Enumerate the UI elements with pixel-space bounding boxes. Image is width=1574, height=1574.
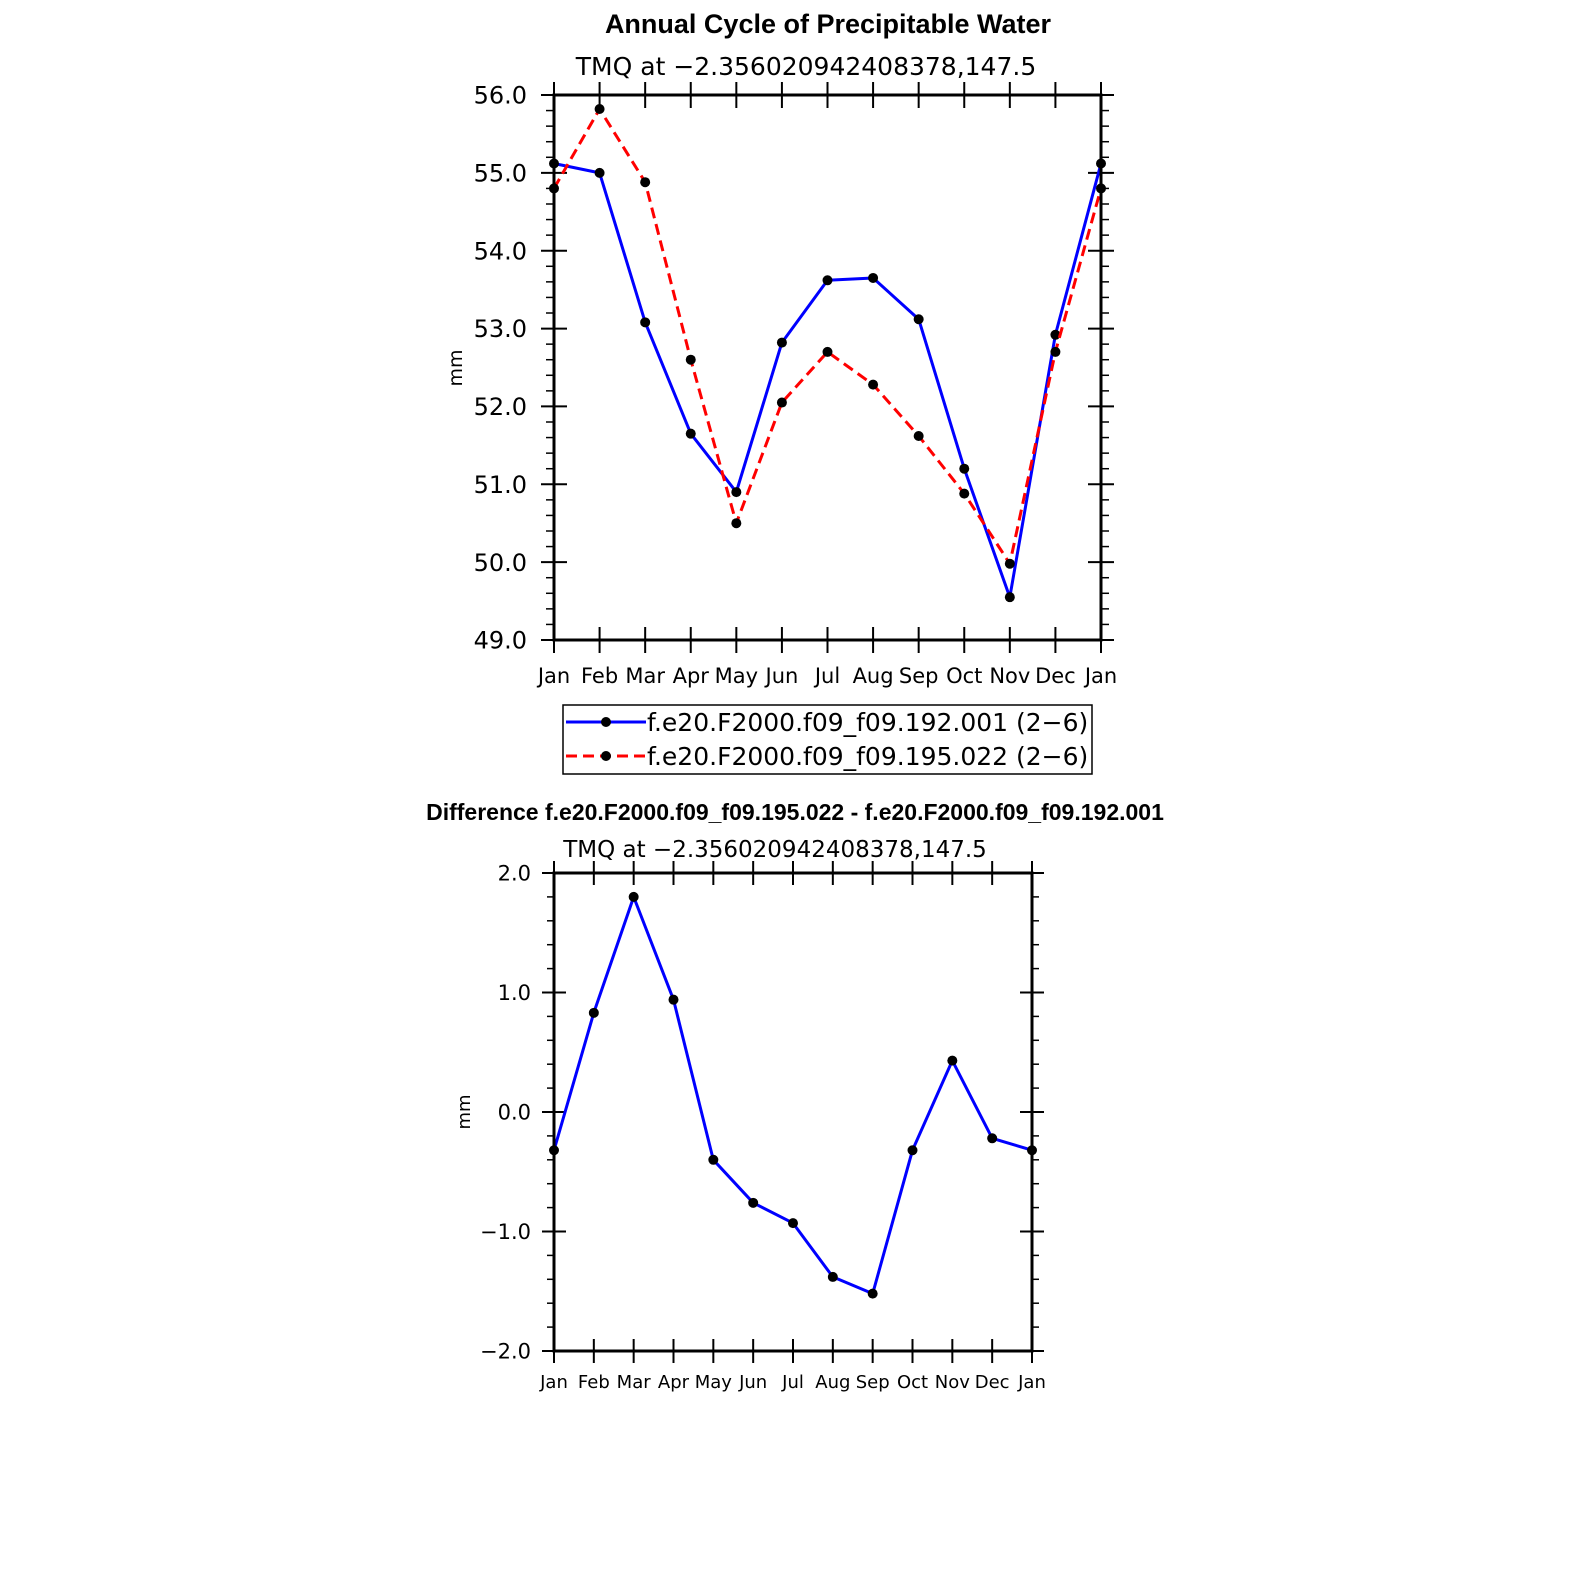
series-0-point-4 xyxy=(708,1154,719,1165)
legend-marker-195-022 xyxy=(601,751,611,761)
y-tick-label: 51.0 xyxy=(474,471,527,499)
series-0-point-2 xyxy=(640,317,651,328)
series-0-point-6 xyxy=(822,275,833,286)
y-tick-label: 0.0 xyxy=(498,1101,531,1125)
series-0-point-9 xyxy=(907,1145,918,1156)
x-tick-label-dec: Dec xyxy=(975,1372,1010,1393)
chart2-plot-frame xyxy=(552,871,1034,1353)
chart1-plot-frame xyxy=(552,93,1103,642)
legend-marker-192-001 xyxy=(601,717,611,727)
series-1-point-11 xyxy=(1050,346,1061,357)
x-tick-label-sep: Sep xyxy=(856,1372,890,1393)
x-tick-label-jan: Jan xyxy=(1017,1372,1046,1393)
chart2-ytick-labels: −2.0 −1.0 0.0 1.0 2.0 xyxy=(480,862,531,1364)
chart1-series xyxy=(549,104,1106,603)
x-tick-label-jan: Jan xyxy=(536,664,570,688)
x-tick-label-feb: Feb xyxy=(581,664,618,688)
series-1-point-1 xyxy=(594,104,605,115)
y-tick-label: 52.0 xyxy=(474,393,527,421)
x-tick-label-apr: Apr xyxy=(673,664,710,688)
y-tick-label: 53.0 xyxy=(474,315,527,343)
series-1-point-9 xyxy=(959,488,970,499)
series-0-point-10 xyxy=(1004,592,1015,603)
legend-entry-192-001: f.e20.F2000.f09_f09.192.001 (2−6) xyxy=(566,708,1088,737)
x-tick-label-nov: Nov xyxy=(935,1372,970,1393)
x-tick-label-jul: Jul xyxy=(813,664,840,688)
x-tick-label-may: May xyxy=(715,664,758,688)
x-tick-label-dec: Dec xyxy=(1035,664,1076,688)
chart1-ylabel: mm xyxy=(445,349,467,386)
chart1-legend: f.e20.F2000.f09_f09.192.001 (2−6) f.e20.… xyxy=(562,704,1093,775)
y-tick-label: 55.0 xyxy=(474,159,527,187)
legend-label-195-022: f.e20.F2000.f09_f09.195.022 (2−6) xyxy=(647,742,1088,771)
chart1-xtick-labels: Jan Feb Mar Apr May Jun Jul Aug Sep Oct Nov Dec Jan xyxy=(536,664,1117,688)
series-1-point-7 xyxy=(868,379,879,390)
chart1-legend-box xyxy=(562,704,1093,775)
series-1-point-8 xyxy=(913,431,924,442)
series-0-point-10 xyxy=(947,1055,958,1066)
x-tick-label-sep: Sep xyxy=(899,664,939,688)
series-0-point-2 xyxy=(628,891,639,902)
x-tick-label-oct: Oct xyxy=(946,664,982,688)
annual-cycle-chart: Annual Cycle of Precipitable Water TMQ a… xyxy=(445,9,1117,775)
x-tick-label-aug: Aug xyxy=(815,1372,850,1393)
series-0-point-6 xyxy=(788,1218,798,1229)
chart1-ytick-labels: 49.0 50.0 51.0 52.0 53.0 54.0 55.0 56.0 xyxy=(474,82,527,655)
series-0-point-5 xyxy=(776,337,787,348)
series-0-point-11 xyxy=(987,1133,998,1144)
chart1-title: Annual Cycle of Precipitable Water xyxy=(605,9,1052,39)
x-tick-label-jan: Jan xyxy=(1083,664,1117,688)
series-0-point-8 xyxy=(913,314,924,325)
series-1-point-3 xyxy=(685,354,696,365)
series-1-point-2 xyxy=(640,177,651,188)
y-tick-label: −2.0 xyxy=(480,1340,531,1364)
x-tick-label-may: May xyxy=(695,1372,733,1393)
series-0-point-1 xyxy=(594,167,605,178)
series-0-point-7 xyxy=(827,1271,838,1282)
series-0-point-5 xyxy=(748,1197,759,1208)
chart2-ylabel: mm xyxy=(454,1094,475,1129)
y-tick-label: 54.0 xyxy=(474,237,527,265)
y-tick-label: 50.0 xyxy=(474,549,527,577)
x-tick-label-aug: Aug xyxy=(853,664,894,688)
y-tick-label: 49.0 xyxy=(474,627,527,655)
y-tick-label: 1.0 xyxy=(498,981,531,1005)
x-tick-label-mar: Mar xyxy=(625,664,665,688)
series-0-point-9 xyxy=(959,463,970,474)
difference-chart: Difference f.e20.F2000.f09_f09.195.022 -… xyxy=(426,799,1164,1393)
x-tick-label-feb: Feb xyxy=(578,1372,610,1393)
legend-entry-195-022: f.e20.F2000.f09_f09.195.022 (2−6) xyxy=(566,742,1088,771)
chart2-title: Difference f.e20.F2000.f09_f09.195.022 -… xyxy=(426,799,1164,825)
y-tick-label: 56.0 xyxy=(474,82,527,110)
chart1-subtitle: TMQ at −2.356020942408378,147.5 xyxy=(575,52,1036,81)
x-tick-label-jun: Jun xyxy=(738,1372,767,1393)
series-1-point-10 xyxy=(1004,558,1015,569)
series-0-point-4 xyxy=(731,487,742,498)
series-0-point-8 xyxy=(867,1288,878,1299)
x-tick-label-oct: Oct xyxy=(897,1372,928,1393)
y-tick-label: 2.0 xyxy=(498,862,531,886)
chart2-series xyxy=(549,891,1037,1299)
y-tick-label: −1.0 xyxy=(480,1220,531,1244)
series-0-point-7 xyxy=(868,272,879,283)
chart2-subtitle: TMQ at −2.356020942408378,147.5 xyxy=(562,837,987,863)
x-tick-label-apr: Apr xyxy=(658,1372,690,1393)
x-tick-label-nov: Nov xyxy=(989,664,1030,688)
series-0-point-3 xyxy=(685,428,696,439)
series-0-point-3 xyxy=(668,994,679,1005)
series-1-point-4 xyxy=(731,518,742,529)
chart2-xtick-labels: Jan Feb Mar Apr May Jun Jul Aug Sep Oct Nov Dec Jan xyxy=(539,1372,1046,1393)
series-1-point-6 xyxy=(822,346,833,357)
legend-label-192-001: f.e20.F2000.f09_f09.192.001 (2−6) xyxy=(647,708,1088,737)
series-1-point-5 xyxy=(776,397,787,408)
series-0-point-1 xyxy=(588,1007,599,1018)
x-tick-label-jan: Jan xyxy=(539,1372,568,1393)
x-tick-label-jul: Jul xyxy=(781,1372,804,1393)
x-tick-label-mar: Mar xyxy=(617,1372,652,1393)
x-tick-label-jun: Jun xyxy=(764,664,799,688)
